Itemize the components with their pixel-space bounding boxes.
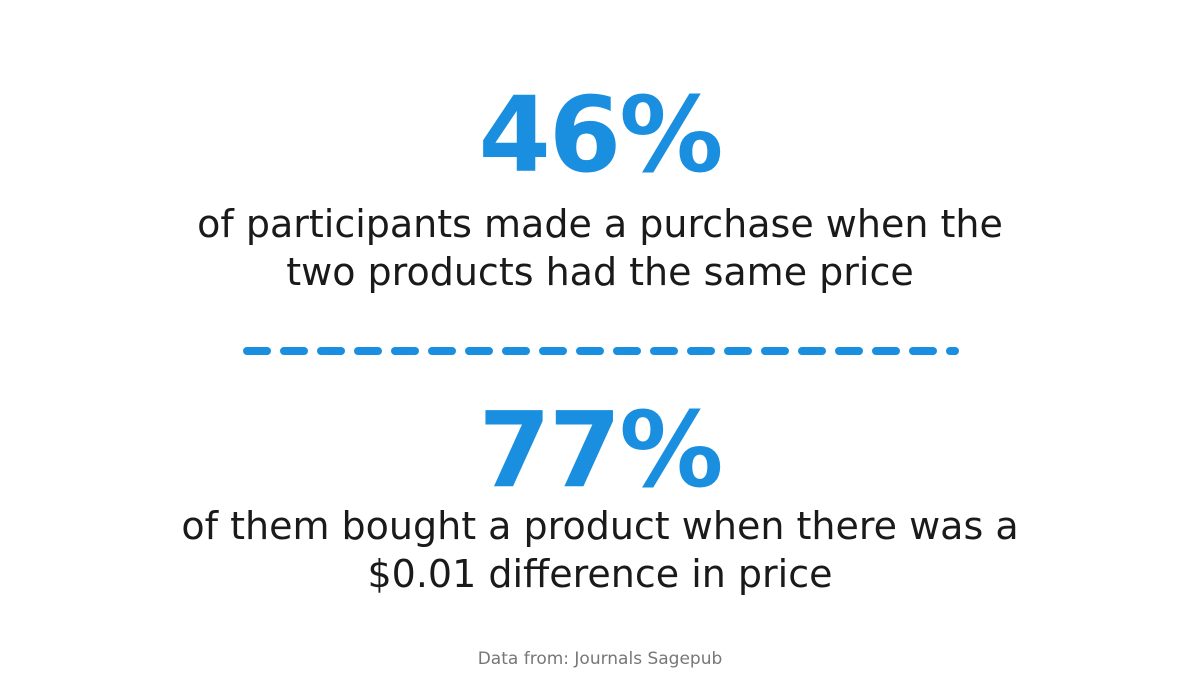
stat-value: 46% (478, 74, 724, 196)
description-line: $0.01 difference in price (367, 552, 833, 596)
stat-description: of participants made a purchase when the… (0, 200, 1200, 296)
stat-description: of them bought a product when there was … (0, 502, 1200, 598)
source-note: Data from: Journals Sagepub (477, 649, 723, 669)
description-line: two products had the same price (286, 250, 914, 294)
description-line: of them bought a product when there was … (181, 504, 1019, 548)
dashed-divider (243, 347, 959, 355)
description-line: of participants made a purchase when the (197, 202, 1003, 246)
stat-value: 77% (478, 389, 724, 511)
